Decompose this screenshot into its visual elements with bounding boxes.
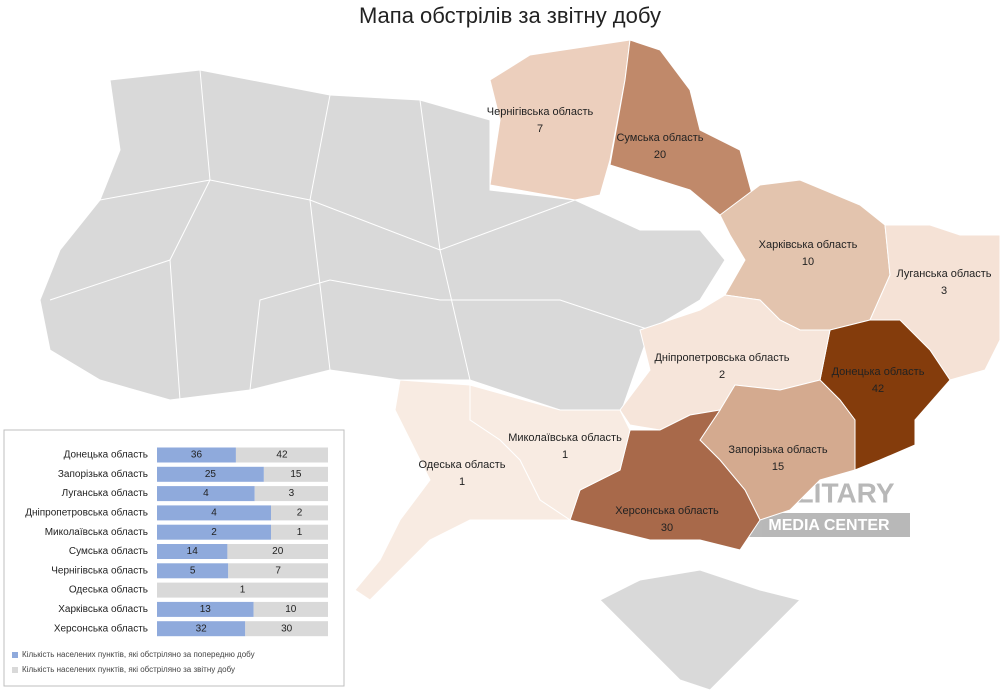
value-label: 1	[297, 527, 303, 538]
category-label: Донецька область	[64, 449, 148, 461]
region-name: Миколаївська область	[508, 432, 622, 444]
region-name: Запорізька область	[728, 444, 827, 456]
region	[354, 379, 572, 601]
region-value: 20	[654, 149, 666, 161]
value-label: 2	[297, 508, 303, 519]
bar-segment	[254, 486, 328, 502]
region-value: 30	[661, 522, 673, 534]
bar-segment	[157, 466, 264, 482]
value-label: 32	[196, 623, 208, 634]
bar-segment	[157, 524, 271, 540]
crimea	[599, 569, 801, 691]
legend-swatch	[12, 667, 18, 673]
region-value: 1	[562, 449, 568, 461]
value-label: 20	[272, 546, 284, 557]
value-label: 10	[285, 604, 297, 615]
bar-segment	[157, 447, 236, 463]
region-name: Донецька область	[832, 366, 925, 378]
region-value: 3	[941, 285, 947, 297]
value-label: 4	[203, 488, 209, 499]
region-name: Херсонська область	[615, 505, 719, 517]
value-label: 14	[187, 546, 199, 557]
bar-segment	[271, 505, 328, 521]
category-label: Херсонська область	[54, 622, 148, 634]
bar-segment	[263, 466, 328, 482]
category-label: Луганська область	[62, 487, 148, 499]
value-label: 7	[275, 565, 281, 576]
category-label: Дніпропетровська область	[25, 507, 148, 519]
legend-swatch	[12, 652, 18, 658]
value-label: 15	[290, 469, 302, 480]
bar-segment	[157, 486, 255, 502]
bar-segment	[271, 524, 328, 540]
value-label: 13	[200, 604, 212, 615]
title: Мапа обстрілів за звітну добу	[359, 3, 661, 28]
region-name: Одеська область	[418, 459, 505, 471]
value-label: 42	[276, 450, 288, 461]
value-label: 30	[281, 623, 293, 634]
value-label: 4	[211, 508, 217, 519]
value-label: 36	[191, 450, 203, 461]
bar-segment	[157, 544, 228, 559]
legend-label: Кількість населених пунктів, які обстріл…	[22, 650, 255, 659]
region-value: 1	[459, 476, 465, 488]
bar-segment	[157, 621, 246, 637]
bar-segment	[235, 447, 328, 463]
bar-segment	[157, 505, 271, 521]
value-label: 5	[190, 565, 196, 576]
region-value: 10	[802, 256, 814, 268]
value-label: 1	[240, 585, 246, 596]
internal-borders	[49, 69, 651, 401]
bar-segment	[157, 563, 229, 579]
value-label: 25	[205, 469, 217, 480]
region-name: Луганська область	[897, 268, 992, 280]
category-label: Запорізька область	[58, 468, 148, 480]
region-name: Сумська область	[616, 132, 703, 144]
region-name: Дніпропетровська область	[654, 352, 789, 364]
bar-segment	[157, 582, 328, 598]
region	[869, 224, 1001, 381]
region-value: 2	[719, 369, 725, 381]
bar-segment	[227, 544, 328, 559]
watermark-bg	[748, 513, 910, 537]
category-label: Сумська область	[69, 545, 148, 557]
category-label: Одеська область	[69, 584, 148, 596]
region	[609, 39, 756, 216]
bar-segment	[245, 621, 328, 637]
value-label: 3	[289, 488, 295, 499]
region-value: 42	[872, 383, 884, 395]
watermark: MILITARY MEDIA CENTER	[748, 477, 910, 537]
region-value: 7	[537, 123, 543, 135]
category-label: Харківська область	[58, 603, 148, 615]
category-label: Миколаївська область	[45, 526, 148, 538]
region-value: 15	[772, 461, 784, 473]
category-label: Чернігівська область	[51, 564, 148, 576]
region-name: Чернігівська область	[487, 106, 594, 118]
bar-segment	[228, 563, 328, 579]
region	[489, 39, 631, 201]
value-label: 2	[211, 527, 217, 538]
region-name: Харківська область	[759, 239, 858, 251]
bar-segment	[157, 601, 254, 617]
bar-segment	[253, 601, 328, 617]
watermark-line: MEDIA CENTER	[768, 517, 890, 534]
legend-label: Кількість населених пунктів, які обстріл…	[22, 665, 235, 674]
